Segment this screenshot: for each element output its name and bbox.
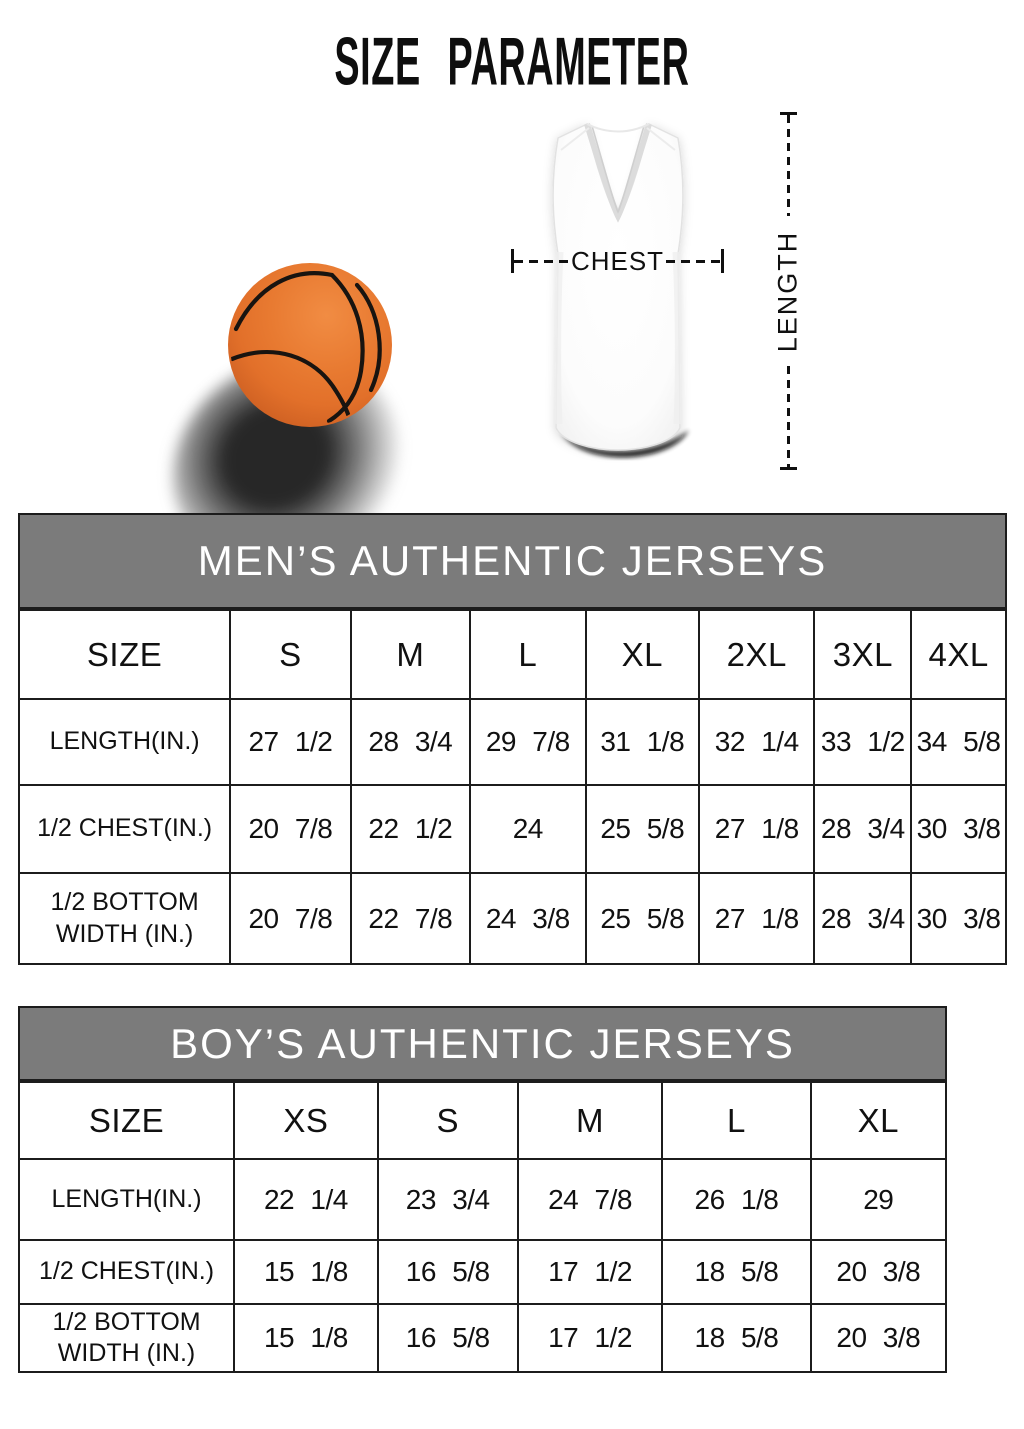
boys-size-table: SIZE XS S M L XL LENGTH(IN.) 22 1/4 23 3/4 24 7/8… [17, 1081, 948, 1373]
size-value: 31 1/8 [584, 698, 700, 786]
basketball-icon [228, 263, 392, 427]
length-line-top-cap [779, 112, 797, 115]
men-data-row: 1/2 CHEST(IN.) 20 7/8 22 1/2 24 25 5/8 27 1/8… [17, 784, 1007, 874]
jersey-side-shading-right [672, 251, 682, 425]
column-header-xl: XL [584, 609, 700, 700]
basketball-seams [230, 271, 382, 425]
jersey-back-collar [586, 123, 650, 133]
size-value: 22 1/4 [233, 1158, 379, 1241]
chest-line-right-cap [721, 249, 724, 273]
size-value: 24 7/8 [516, 1158, 664, 1241]
size-value: 15 1/8 [233, 1239, 379, 1305]
column-header-3xl: 3XL [813, 609, 913, 700]
size-value: 25 5/8 [584, 872, 700, 965]
length-line-dash-top [786, 115, 790, 216]
length-line-bottom-cap [779, 467, 797, 470]
column-header-2xl: 2XL [697, 609, 816, 700]
size-value: 32 1/4 [697, 698, 816, 786]
column-header-4xl: 4XL [910, 609, 1007, 700]
measurement-diagram: CHEST LENGTH [0, 100, 1024, 610]
size-value: 30 3/8 [910, 872, 1007, 965]
jersey-collar-trim [584, 123, 652, 223]
jersey-raglan-right [646, 127, 676, 151]
length-measure-line: LENGTH [772, 112, 804, 470]
size-value: 33 1/2 [813, 698, 913, 786]
row-label: 1/2 CHEST(IN.) [17, 784, 232, 874]
size-value: 18 5/8 [661, 1239, 812, 1305]
size-value: 27 1/8 [697, 872, 816, 965]
jersey-image [552, 122, 689, 458]
mens-table-header: MEN’S AUTHENTIC JERSEYS [18, 513, 1007, 609]
length-line-dash-bottom [786, 366, 790, 467]
boys-size-header-row: SIZE XS S M L XL [17, 1081, 948, 1160]
column-header-m: M [349, 609, 472, 700]
row-label: LENGTH(IN.) [17, 1158, 236, 1241]
size-value: 22 1/2 [349, 784, 472, 874]
jersey-raglan-left [560, 127, 590, 151]
column-header-xs: XS [233, 1081, 379, 1160]
jersey-body [552, 122, 684, 451]
boys-table-header: BOY’S AUTHENTIC JERSEYS [18, 1006, 947, 1081]
size-value: 27 1/2 [229, 698, 352, 786]
boys-data-row: LENGTH(IN.) 22 1/4 23 3/4 24 7/8 26 1/8 29 [17, 1158, 948, 1241]
size-value: 27 1/8 [697, 784, 816, 874]
size-value: 30 3/8 [910, 784, 1007, 874]
size-value: 25 5/8 [584, 784, 700, 874]
boys-data-row: 1/2 BOTTOM WIDTH (IN.) 15 1/8 16 5/8 17 1/2… [17, 1303, 948, 1373]
size-value: 34 5/8 [910, 698, 1007, 786]
size-value: 24 3/8 [469, 872, 587, 965]
chest-label: CHEST [570, 245, 665, 276]
men-data-row: LENGTH(IN.) 27 1/2 28 3/4 29 7/8 31 1/8 32 1/… [17, 698, 1007, 786]
chest-line-left-cap [511, 249, 514, 273]
size-value: 29 [809, 1158, 948, 1241]
length-label: LENGTH [772, 230, 803, 352]
size-value: 20 7/8 [229, 872, 352, 965]
mens-size-section: MEN’S AUTHENTIC JERSEYS SIZE S M L XL 2XL 3XL 4… [17, 513, 1007, 965]
size-value: 15 1/8 [233, 1303, 379, 1373]
men-size-header-row: SIZE S M L XL 2XL 3XL 4XL [17, 609, 1007, 700]
size-value: 17 1/2 [516, 1239, 664, 1305]
size-value: 24 [469, 784, 587, 874]
men-data-row: 1/2 BOTTOM WIDTH (IN.) 20 7/8 22 7/8 24 3/8… [17, 872, 1007, 965]
size-value: 18 5/8 [661, 1303, 812, 1373]
size-value: 20 3/8 [809, 1239, 948, 1305]
size-value: 28 3/4 [813, 872, 913, 965]
column-header-s: S [376, 1081, 519, 1160]
chest-line-dash-right [666, 259, 721, 263]
size-value: 20 7/8 [229, 784, 352, 874]
page-title: SIZE PARAMETER [334, 24, 690, 100]
size-value: 16 5/8 [376, 1239, 519, 1305]
size-value: 29 7/8 [469, 698, 587, 786]
size-value: 26 1/8 [661, 1158, 812, 1241]
size-value: 17 1/2 [516, 1303, 664, 1373]
size-value: 23 3/4 [376, 1158, 519, 1241]
row-label: 1/2 BOTTOM WIDTH (IN.) [17, 1303, 236, 1373]
chest-measure-line: CHEST [511, 245, 724, 276]
column-header-l: L [469, 609, 587, 700]
mens-size-table: SIZE S M L XL 2XL 3XL 4XL LENGTH(IN.) 27 1/2 28 3/… [17, 609, 1007, 965]
column-header-xl: XL [809, 1081, 948, 1160]
row-label: LENGTH(IN.) [17, 698, 232, 786]
column-header-l: L [661, 1081, 812, 1160]
boys-size-section: BOY’S AUTHENTIC JERSEYS SIZE XS S M L XL LENGT… [17, 1006, 948, 1373]
jersey-hem-shadow [561, 430, 689, 458]
size-value: 22 7/8 [349, 872, 472, 965]
size-value: 28 3/4 [349, 698, 472, 786]
size-value: 28 3/4 [813, 784, 913, 874]
size-value: 16 5/8 [376, 1303, 519, 1373]
length-label-holder: LENGTH [727, 216, 849, 366]
row-label: 1/2 CHEST(IN.) [17, 1239, 236, 1305]
column-header-s: S [229, 609, 352, 700]
boys-size-label: SIZE [17, 1081, 236, 1160]
jersey-collar-inner [591, 125, 645, 214]
jersey-side-shading-left [554, 251, 564, 425]
men-size-label: SIZE [17, 609, 232, 700]
size-value: 20 3/8 [809, 1303, 948, 1373]
row-label: 1/2 BOTTOM WIDTH (IN.) [17, 872, 232, 965]
column-header-m: M [516, 1081, 664, 1160]
boys-data-row: 1/2 CHEST(IN.) 15 1/8 16 5/8 17 1/2 18 5/8 20… [17, 1239, 948, 1305]
chest-line-dash-left [514, 259, 569, 263]
